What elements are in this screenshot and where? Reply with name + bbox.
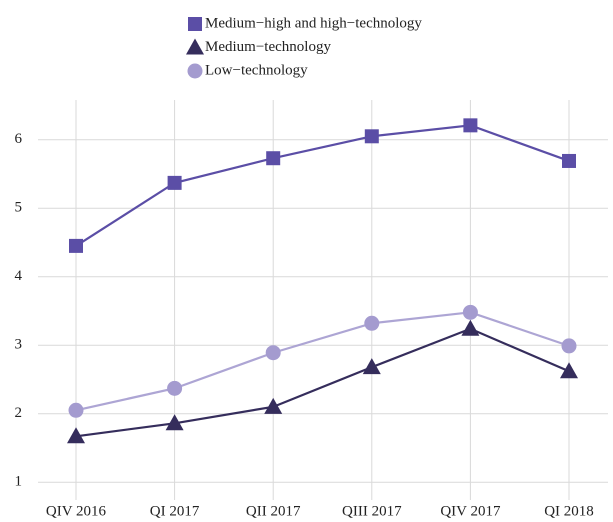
y-tick-label: 6	[15, 131, 23, 147]
y-tick-label: 1	[15, 474, 23, 490]
data-point	[264, 397, 283, 414]
x-tick-label: QIV 2017	[440, 503, 501, 519]
data-point	[167, 175, 182, 190]
x-tick-label: QIII 2017	[342, 503, 402, 519]
x-tick-label: QI 2018	[544, 503, 594, 519]
data-point	[463, 118, 478, 133]
data-point	[167, 380, 183, 396]
series-line	[75, 327, 570, 438]
y-tick-label: 2	[15, 405, 23, 421]
data-point	[364, 129, 379, 144]
y-tick-label: 5	[15, 200, 23, 216]
legend-marker	[186, 38, 204, 55]
x-tick-label: QII 2017	[246, 503, 301, 519]
data-point	[266, 151, 281, 166]
x-tick-label: QI 2017	[150, 503, 200, 519]
legend-label: Low−technology	[205, 62, 308, 78]
data-point	[561, 338, 577, 354]
data-point	[68, 402, 84, 418]
data-point	[165, 414, 184, 431]
y-tick-label: 3	[15, 337, 23, 353]
legend-marker	[187, 63, 203, 79]
data-point	[462, 304, 478, 320]
data-point	[364, 315, 380, 331]
data-point	[67, 427, 85, 444]
legend-label: Medium−technology	[205, 39, 331, 55]
series-line	[75, 124, 570, 247]
y-tick-label: 4	[15, 268, 23, 284]
data-point	[69, 238, 83, 253]
data-point	[560, 362, 578, 379]
data-point	[461, 319, 480, 336]
series-line	[75, 311, 570, 412]
data-point	[562, 153, 576, 168]
data-point	[362, 358, 381, 375]
legend-marker	[188, 17, 202, 31]
data-point	[265, 345, 281, 361]
legend-label: Medium−high and high−technology	[205, 15, 422, 31]
x-tick-label: QIV 2016	[46, 503, 107, 519]
